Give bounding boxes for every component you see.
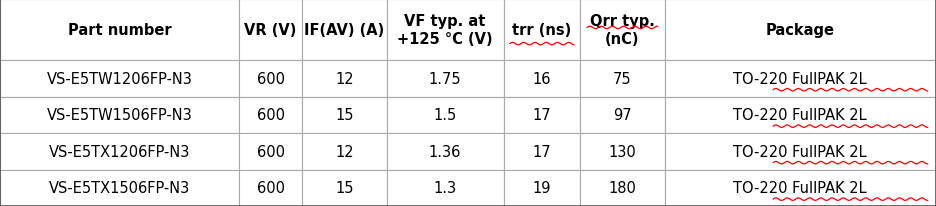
Text: VR (V): VR (V)	[244, 23, 297, 38]
Bar	[0, 61, 239, 97]
Text: 19: 19	[533, 180, 551, 195]
Bar	[239, 61, 302, 97]
Text: 17: 17	[533, 108, 551, 123]
Bar	[302, 97, 387, 133]
Bar	[387, 170, 504, 206]
Bar	[580, 0, 665, 61]
Bar	[0, 170, 239, 206]
Text: VF typ. at
+125 °C (V): VF typ. at +125 °C (V)	[397, 14, 493, 47]
Text: TO-220 FullPAK 2L: TO-220 FullPAK 2L	[734, 71, 867, 86]
Bar	[504, 61, 580, 97]
Bar	[239, 0, 302, 61]
Bar	[239, 97, 302, 133]
Bar	[239, 133, 302, 170]
Text: Qrr typ.
(nC): Qrr typ. (nC)	[590, 14, 655, 47]
Bar	[302, 133, 387, 170]
Bar	[387, 97, 504, 133]
Text: VS-E5TX1506FP-N3: VS-E5TX1506FP-N3	[49, 180, 190, 195]
Text: VS-E5TW1206FP-N3: VS-E5TW1206FP-N3	[47, 71, 192, 86]
Bar	[0, 133, 239, 170]
Text: TO-220 FullPAK 2L: TO-220 FullPAK 2L	[734, 108, 867, 123]
Text: 600: 600	[256, 108, 285, 123]
Text: 180: 180	[608, 180, 636, 195]
Text: 600: 600	[256, 180, 285, 195]
Bar	[580, 170, 665, 206]
Bar	[665, 0, 936, 61]
Bar	[387, 0, 504, 61]
Bar	[665, 170, 936, 206]
Text: 1.36: 1.36	[429, 144, 461, 159]
Bar	[665, 133, 936, 170]
Bar	[387, 133, 504, 170]
Text: 12: 12	[335, 71, 354, 86]
Text: 15: 15	[335, 108, 354, 123]
Text: 130: 130	[608, 144, 636, 159]
Text: trr (ns): trr (ns)	[512, 23, 572, 38]
Bar	[580, 133, 665, 170]
Text: 1.75: 1.75	[429, 71, 461, 86]
Text: IF(AV) (A): IF(AV) (A)	[304, 23, 385, 38]
Bar	[0, 0, 239, 61]
Text: Part number: Part number	[67, 23, 171, 38]
Bar	[504, 170, 580, 206]
Text: 17: 17	[533, 144, 551, 159]
Bar	[504, 133, 580, 170]
Text: TO-220 FullPAK 2L: TO-220 FullPAK 2L	[734, 180, 867, 195]
Text: 15: 15	[335, 180, 354, 195]
Text: 600: 600	[256, 144, 285, 159]
Bar	[302, 0, 387, 61]
Bar	[504, 0, 580, 61]
Text: Package: Package	[766, 23, 835, 38]
Text: 12: 12	[335, 144, 354, 159]
Bar	[302, 61, 387, 97]
Bar	[580, 97, 665, 133]
Text: 97: 97	[613, 108, 632, 123]
Text: VS-E5TX1206FP-N3: VS-E5TX1206FP-N3	[49, 144, 190, 159]
Bar	[580, 61, 665, 97]
Bar	[239, 170, 302, 206]
Bar	[302, 170, 387, 206]
Text: 600: 600	[256, 71, 285, 86]
Text: TO-220 FullPAK 2L: TO-220 FullPAK 2L	[734, 144, 867, 159]
Text: 16: 16	[533, 71, 551, 86]
Text: 75: 75	[613, 71, 632, 86]
Bar	[504, 97, 580, 133]
Bar	[665, 61, 936, 97]
Bar	[0, 97, 239, 133]
Text: 1.3: 1.3	[433, 180, 457, 195]
Text: 1.5: 1.5	[433, 108, 457, 123]
Bar	[665, 97, 936, 133]
Text: VS-E5TW1506FP-N3: VS-E5TW1506FP-N3	[47, 108, 192, 123]
Bar	[387, 61, 504, 97]
